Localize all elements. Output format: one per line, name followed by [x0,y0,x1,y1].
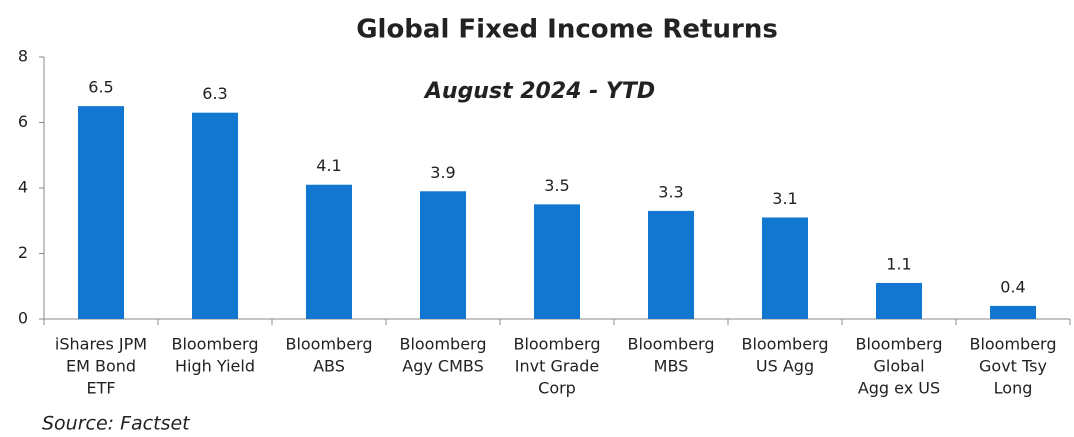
chart-title: Global Fixed Income Returns [356,15,778,45]
bar [192,112,238,319]
bar [534,204,580,319]
x-tick-label: Long [994,379,1033,398]
y-tick-label: 0 [18,309,28,328]
bar [990,305,1036,319]
x-tick-label: Bloomberg [627,335,714,354]
data-label: 0.4 [1000,277,1025,296]
x-tick-label: Invt Grade [515,357,599,376]
x-tick-label: MBS [654,357,689,376]
x-tick-label: Corp [538,379,576,398]
bar [306,184,352,319]
x-tick-label: Bloomberg [285,335,372,354]
y-tick-label: 2 [18,243,28,262]
x-tick-label: Govt Tsy [979,357,1047,376]
bar [876,282,922,319]
x-tick-label: Bloomberg [513,335,600,354]
bar [648,210,694,319]
y-tick-label: 4 [18,178,28,197]
x-tick-label: Bloomberg [171,335,258,354]
x-tick-label: US Agg [756,357,814,376]
chart-subtitle: August 2024 - YTD [423,79,655,104]
x-tick-label: ETF [86,379,115,398]
x-tick-label: Bloomberg [855,335,942,354]
data-label: 3.1 [772,189,797,208]
data-label: 3.5 [544,176,569,195]
x-tick-label: Agy CMBS [402,357,483,376]
data-label: 3.3 [658,182,683,201]
source-note: Source: Factset [42,413,191,435]
data-label: 1.1 [886,254,911,273]
x-tick-label: Agg ex US [858,379,940,398]
x-tick-label: iShares JPM [55,335,147,354]
bar [78,106,124,319]
x-tick-label: EM Bond [66,357,136,376]
data-label: 4.1 [316,156,341,175]
x-tick-label: ABS [313,357,345,376]
bar [420,191,466,319]
x-tick-label: Bloomberg [741,335,828,354]
data-label: 6.5 [88,78,113,97]
bar [762,217,808,319]
data-label: 3.9 [430,163,455,182]
x-tick-label: High Yield [175,357,255,376]
y-tick-label: 8 [18,47,28,66]
x-tick-label: Bloomberg [399,335,486,354]
data-label: 6.3 [202,84,227,103]
y-tick-label: 6 [18,112,28,131]
x-tick-label: Global [873,357,924,376]
x-tick-label: Bloomberg [969,335,1056,354]
